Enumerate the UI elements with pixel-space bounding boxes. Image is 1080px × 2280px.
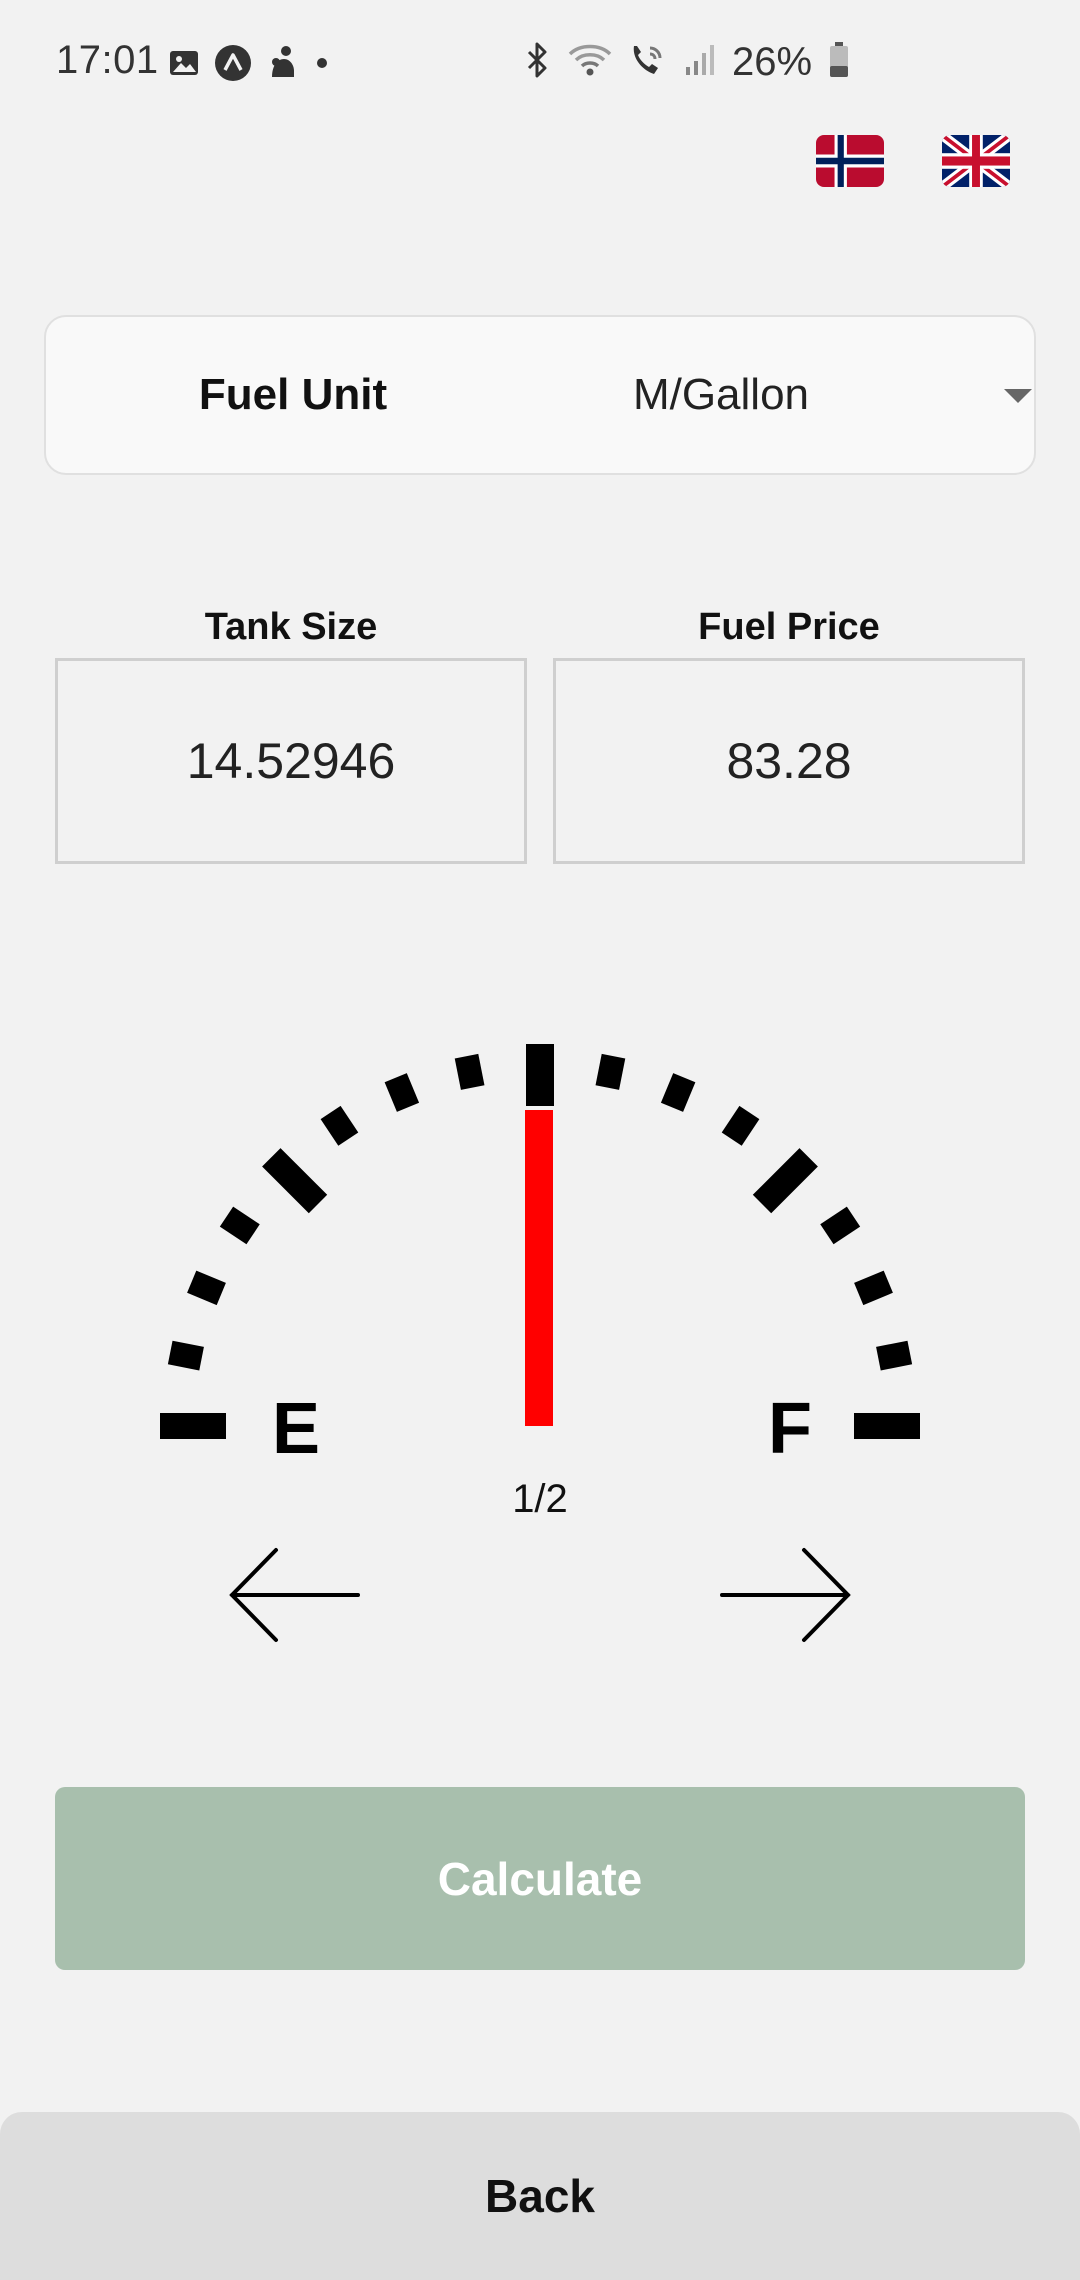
back-button[interactable]: Back (0, 2112, 1080, 2280)
gauge-tick (752, 1148, 818, 1214)
gauge-tick (820, 1206, 861, 1245)
gauge-tick (219, 1206, 260, 1245)
calculate-button-label: Calculate (437, 1852, 643, 1905)
gauge-tick (167, 1340, 204, 1371)
gauge-tick (262, 1148, 328, 1214)
dot-icon (314, 55, 330, 76)
gauge-tick (454, 1053, 485, 1090)
gauge-fraction-label: 1/2 (512, 1477, 568, 1521)
app-icon (214, 44, 252, 87)
gauge-tick (876, 1340, 913, 1371)
gauge-tick (660, 1073, 696, 1112)
increase-level-button[interactable] (716, 1540, 856, 1650)
status-right-icons: 26% (522, 40, 850, 85)
gauge-needle (525, 1110, 553, 1426)
fuel-price-input[interactable]: 83.28 (553, 658, 1025, 864)
gauge-tick (721, 1105, 760, 1146)
fuel-unit-card: Fuel Unit M/Gallon (44, 315, 1036, 475)
chevron-down-icon (1004, 389, 1032, 403)
uk-flag-icon[interactable] (942, 135, 1010, 187)
fuel-price-label: Fuel Price (698, 606, 880, 648)
status-left-icons (168, 44, 330, 87)
norwegian-flag-icon[interactable] (816, 135, 884, 187)
gallery-icon (168, 47, 200, 84)
gauge-tick (187, 1270, 226, 1306)
fuel-unit-label: Fuel Unit (198, 370, 388, 419)
back-button-label: Back (485, 2170, 595, 2222)
fuel-unit-selected-value: M/Gallon (632, 370, 810, 419)
fuel-unit-dropdown[interactable]: M/Gallon (540, 317, 1036, 473)
calculate-button[interactable]: Calculate (55, 1787, 1025, 1970)
battery-icon (828, 41, 850, 84)
gauge-tick (595, 1053, 626, 1090)
decrease-level-button[interactable] (224, 1540, 364, 1650)
gauge-full-label: F (768, 1389, 812, 1469)
gauge-tick (384, 1073, 420, 1112)
battery-percentage: 26% (732, 40, 813, 84)
arrow-left-icon (229, 1548, 360, 1642)
status-bar: 17:01 (0, 0, 1080, 130)
wifi-icon (568, 42, 612, 83)
arrow-right-icon (720, 1548, 851, 1642)
signal-icon (684, 43, 716, 82)
notification-icon (266, 45, 300, 86)
gauge-tick (320, 1105, 359, 1146)
gauge-ticks (160, 1044, 920, 1439)
tank-size-input[interactable]: 14.52946 (55, 658, 527, 864)
gauge-tick (854, 1270, 893, 1306)
tank-size-label: Tank Size (204, 606, 378, 648)
gauge-empty-label: E (272, 1389, 321, 1469)
bluetooth-icon (522, 40, 552, 85)
status-time: 17:01 (56, 38, 159, 82)
wifi-calling-icon (628, 42, 668, 83)
